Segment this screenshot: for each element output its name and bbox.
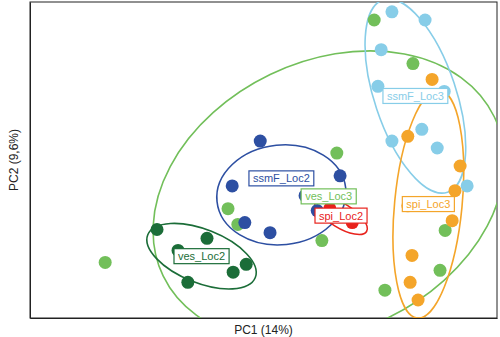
data-point <box>406 57 419 70</box>
group-label-box <box>383 88 448 103</box>
data-point <box>419 14 432 27</box>
data-point <box>334 169 347 182</box>
data-point <box>448 184 461 197</box>
data-point <box>454 160 467 173</box>
group-label: ssmF_Loc2 <box>249 171 314 186</box>
data-point <box>238 216 251 229</box>
data-point <box>227 266 240 279</box>
group-label-text: ssmF_Loc2 <box>253 172 310 184</box>
data-point <box>181 276 194 289</box>
data-point <box>222 202 235 215</box>
data-point <box>434 264 447 277</box>
chart: PC1 (14%) PC2 (9,6%) ves_Loc3 ves_Loc2 ssmF_… <box>0 0 500 337</box>
data-point <box>378 284 391 297</box>
y-axis-title: PC2 (9,6%) <box>7 129 21 191</box>
group-label-box <box>249 171 314 186</box>
data-point <box>264 226 277 239</box>
group-label: spi_Loc2 <box>315 208 367 223</box>
group-label-box <box>174 249 229 264</box>
data-point <box>426 73 439 86</box>
group-label: ves_Loc2 <box>174 249 229 264</box>
data-point <box>401 130 414 143</box>
group-label-box <box>301 189 356 204</box>
data-point <box>385 5 398 18</box>
group-label-box <box>402 197 454 212</box>
group-ellipse <box>138 210 265 302</box>
data-point <box>404 276 417 289</box>
data-point <box>412 293 425 306</box>
data-point <box>254 135 267 148</box>
group-label: ssmF_Loc3 <box>383 88 448 103</box>
data-point <box>226 179 239 192</box>
data-point <box>431 141 444 154</box>
x-axis-title: PC1 (14%) <box>234 323 293 337</box>
x-axis-line <box>31 318 498 319</box>
data-point <box>461 179 474 192</box>
group-label-text: ves_Loc2 <box>178 250 225 262</box>
data-point <box>375 43 388 56</box>
data-point <box>99 256 112 269</box>
data-point <box>200 232 213 245</box>
group-label-text: spi_Loc2 <box>319 210 363 222</box>
plot-area <box>99 2 497 318</box>
group-label: spi_Loc3 <box>402 197 454 212</box>
data-point <box>240 258 253 271</box>
group-label-box <box>315 208 367 223</box>
data-point <box>406 249 419 262</box>
group-label-text: ves_Loc3 <box>305 190 352 202</box>
ellipses <box>105 2 497 318</box>
data-point <box>368 14 381 27</box>
group-label: ves_Loc3 <box>301 189 356 204</box>
data-point <box>315 234 328 247</box>
data-point <box>151 223 164 236</box>
points <box>99 5 474 306</box>
group-ellipse <box>105 2 497 318</box>
data-point <box>415 123 428 136</box>
x-axis <box>31 318 498 319</box>
data-point <box>330 147 343 160</box>
data-point <box>446 214 459 227</box>
plot-frame <box>30 2 497 318</box>
group-ellipse <box>384 87 473 318</box>
group-label-text: ssmF_Loc3 <box>387 90 444 102</box>
y-axis <box>30 3 31 319</box>
data-point <box>385 135 398 148</box>
y-axis-line <box>30 3 31 319</box>
group-ellipse <box>344 2 486 205</box>
group-labels: ves_Loc3 ves_Loc2 ssmF_Loc2 ssmF_Loc3 spi_Lo… <box>174 88 454 263</box>
group-label-text: spi_Loc3 <box>406 198 450 210</box>
